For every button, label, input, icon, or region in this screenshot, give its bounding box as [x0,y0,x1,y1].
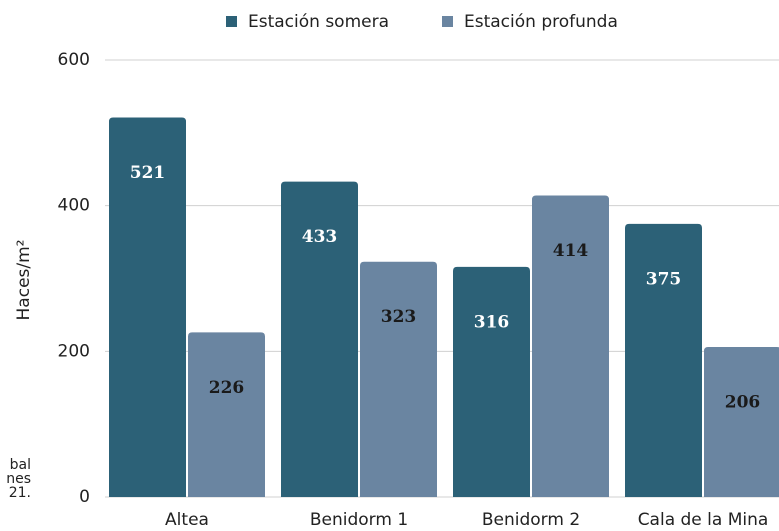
y-axis-label: Haces/m² [14,240,34,321]
data-label: 323 [381,307,417,327]
bar [281,181,358,498]
y-tick-label: 400 [58,196,90,216]
y-tick-label: 0 [79,487,90,507]
bar [188,332,265,497]
y-tick-label: 200 [58,341,90,361]
data-label: 414 [553,241,589,261]
bar [109,117,186,497]
data-label: 521 [130,163,166,183]
data-label: 433 [302,227,338,247]
annotation: nes [6,471,31,487]
data-label: 316 [474,312,510,332]
bar [625,223,702,497]
legend-swatch [442,16,453,27]
bar [532,195,609,497]
bar [453,266,530,497]
x-tick-label: Altea [165,510,209,530]
bar [360,261,437,497]
x-tick-label: Cala de la Mina [638,510,769,530]
annotation: 21. [9,485,31,501]
x-tick-label: Benidorm 1 [310,510,408,530]
legend-swatch [226,16,237,27]
data-label: 226 [209,378,245,398]
data-label: 375 [646,269,682,289]
y-tick-label: 600 [58,50,90,70]
bar [704,346,779,497]
legend-label: Estación somera [248,12,389,32]
x-tick-label: Benidorm 2 [482,510,580,530]
annotation: bal [10,457,31,473]
legend-label: Estación profunda [464,12,618,32]
data-label: 206 [725,392,761,412]
